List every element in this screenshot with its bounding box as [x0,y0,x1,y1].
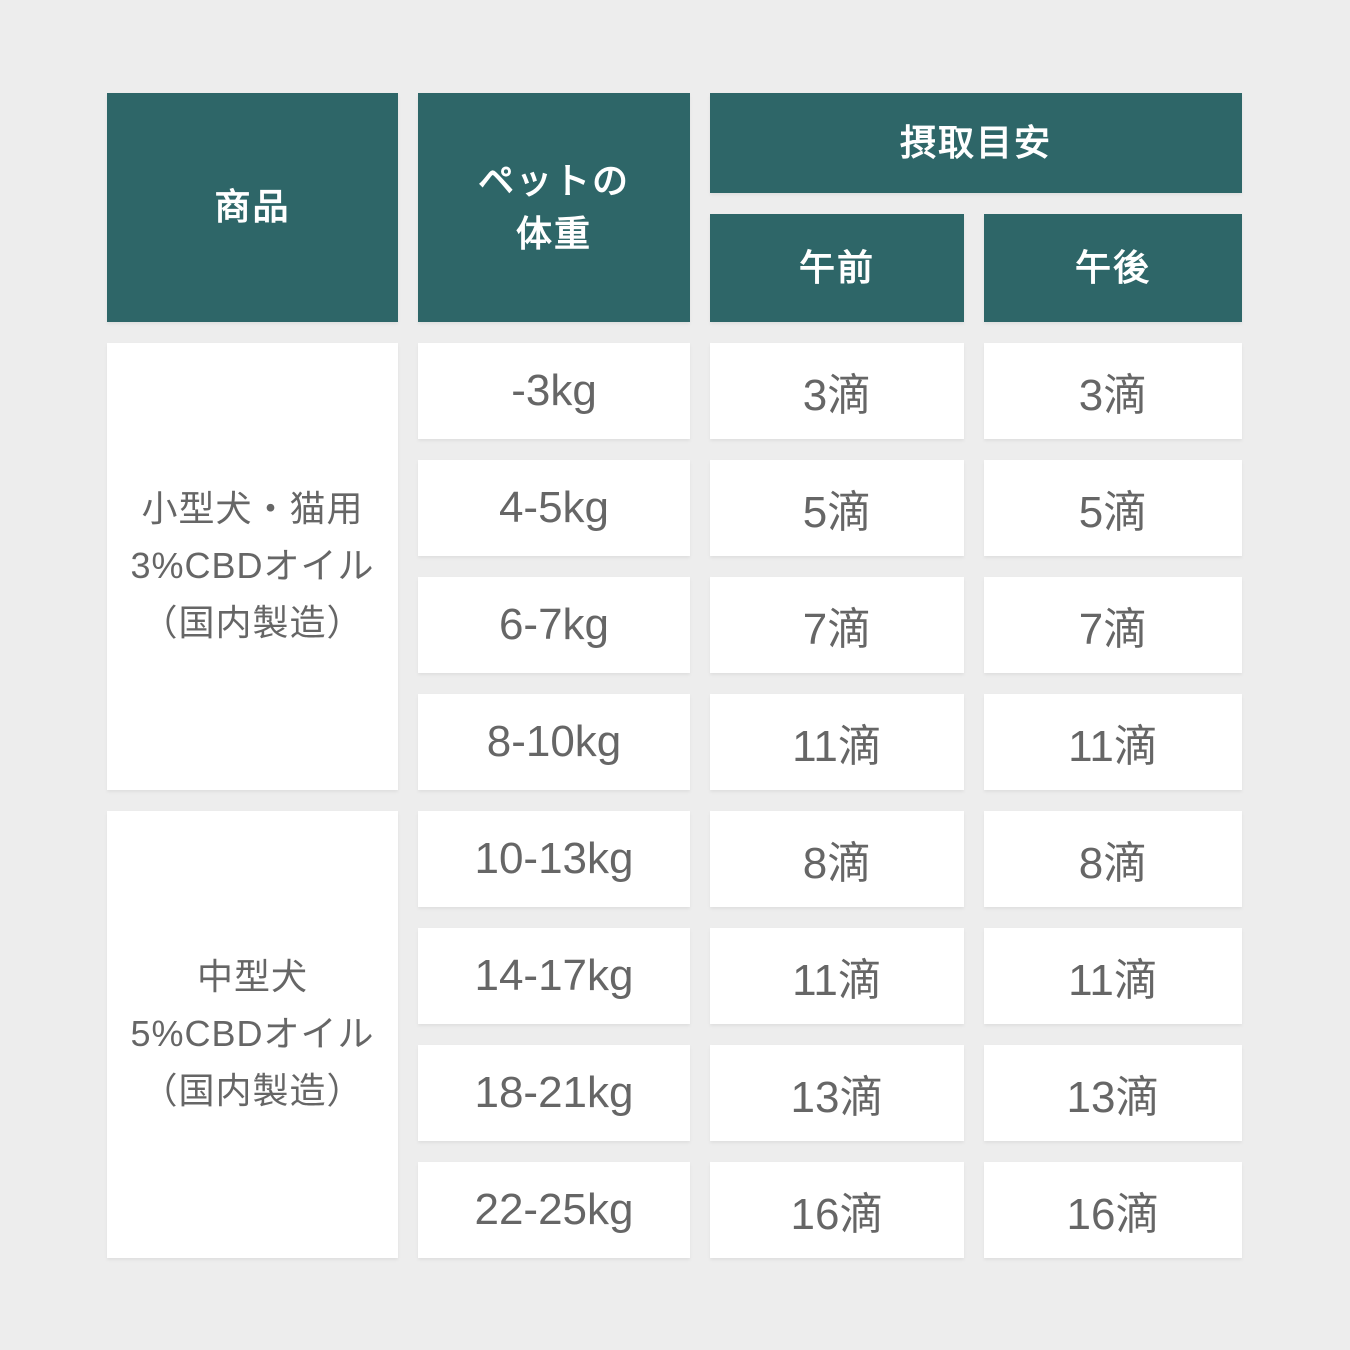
am-dose-cell: 5滴 [710,460,964,556]
pm-dose-cell: 5滴 [984,460,1242,556]
pm-dose-cell: 3滴 [984,343,1242,439]
am-dose-cell: 16滴 [710,1162,964,1258]
weight-cell: 14-17kg [418,928,690,1024]
header-product: 商品 [107,93,398,322]
pm-dose-cell: 7滴 [984,577,1242,673]
header-intake-guideline: 摂取目安 [710,93,1242,193]
header-pm: 午後 [984,214,1242,322]
header-pet-weight: ペットの 体重 [418,93,690,322]
product-line: 3%CBDオイル [130,545,375,587]
product-line: （国内製造） [141,601,364,643]
weight-cell: 18-21kg [418,1045,690,1141]
pm-dose-cell: 8滴 [984,811,1242,907]
product-line: 中型犬 [196,956,308,998]
weight-cell: -3kg [418,343,690,439]
pm-dose-cell: 11滴 [984,928,1242,1024]
weight-cell: 4-5kg [418,460,690,556]
pm-dose-cell: 16滴 [984,1162,1242,1258]
product-cell-small-dog-cat: 小型犬・猫用 3%CBDオイル （国内製造） [107,343,398,790]
pm-dose-cell: 11滴 [984,694,1242,790]
product-line: 5%CBDオイル [130,1013,375,1055]
weight-cell: 10-13kg [418,811,690,907]
dosage-table: 商品 ペットの 体重 摂取目安 午前 午後 小型犬・猫用 3%CBDオイル （国… [107,93,1243,1258]
product-line: （国内製造） [141,1069,364,1111]
header-am: 午前 [710,214,964,322]
product-line: 小型犬・猫用 [141,488,364,530]
am-dose-cell: 8滴 [710,811,964,907]
am-dose-cell: 3滴 [710,343,964,439]
am-dose-cell: 11滴 [710,694,964,790]
am-dose-cell: 13滴 [710,1045,964,1141]
pm-dose-cell: 13滴 [984,1045,1242,1141]
weight-cell: 8-10kg [418,694,690,790]
weight-cell: 22-25kg [418,1162,690,1258]
am-dose-cell: 7滴 [710,577,964,673]
weight-cell: 6-7kg [418,577,690,673]
product-cell-medium-dog: 中型犬 5%CBDオイル （国内製造） [107,811,398,1258]
am-dose-cell: 11滴 [710,928,964,1024]
